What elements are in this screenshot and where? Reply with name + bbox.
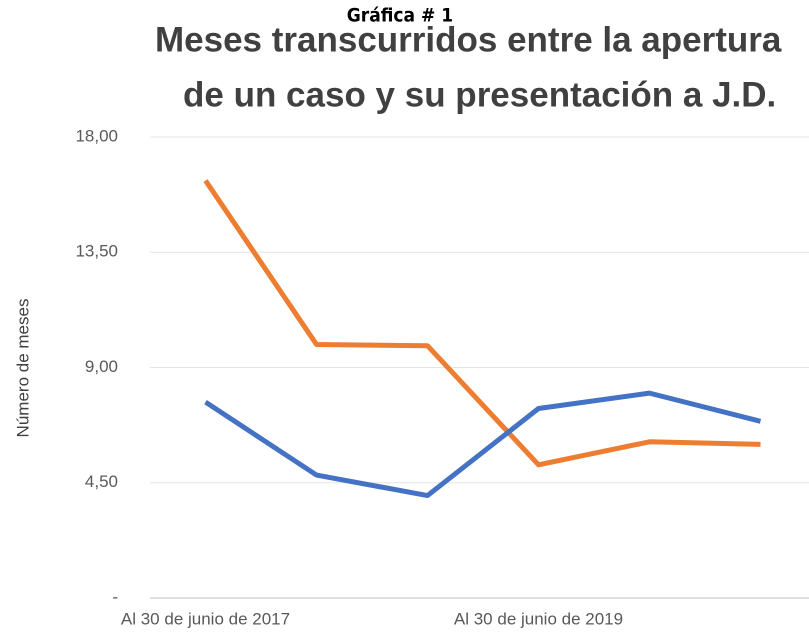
y-tick-label: 18,00 [75, 126, 118, 145]
chart-title-line: de un caso y su presentación a J.D. [183, 75, 776, 114]
x-tick-label: Al 30 de junio de 2017 [121, 609, 290, 628]
x-tick-label: Al 30 de junio de 2019 [454, 609, 623, 628]
series-line [204, 390, 762, 499]
y-tick-label: 9,00 [85, 357, 118, 376]
overlay-label: Gráfica # 1 [347, 5, 453, 27]
y-tick-label: - [112, 587, 118, 606]
series-line [203, 179, 761, 468]
y-axis-label: Número de meses [13, 299, 32, 438]
y-tick-label: 4,50 [85, 472, 118, 491]
y-tick-label: 13,50 [75, 242, 118, 261]
chart-title-line: Meses transcurridos entre la apertura [155, 20, 782, 59]
